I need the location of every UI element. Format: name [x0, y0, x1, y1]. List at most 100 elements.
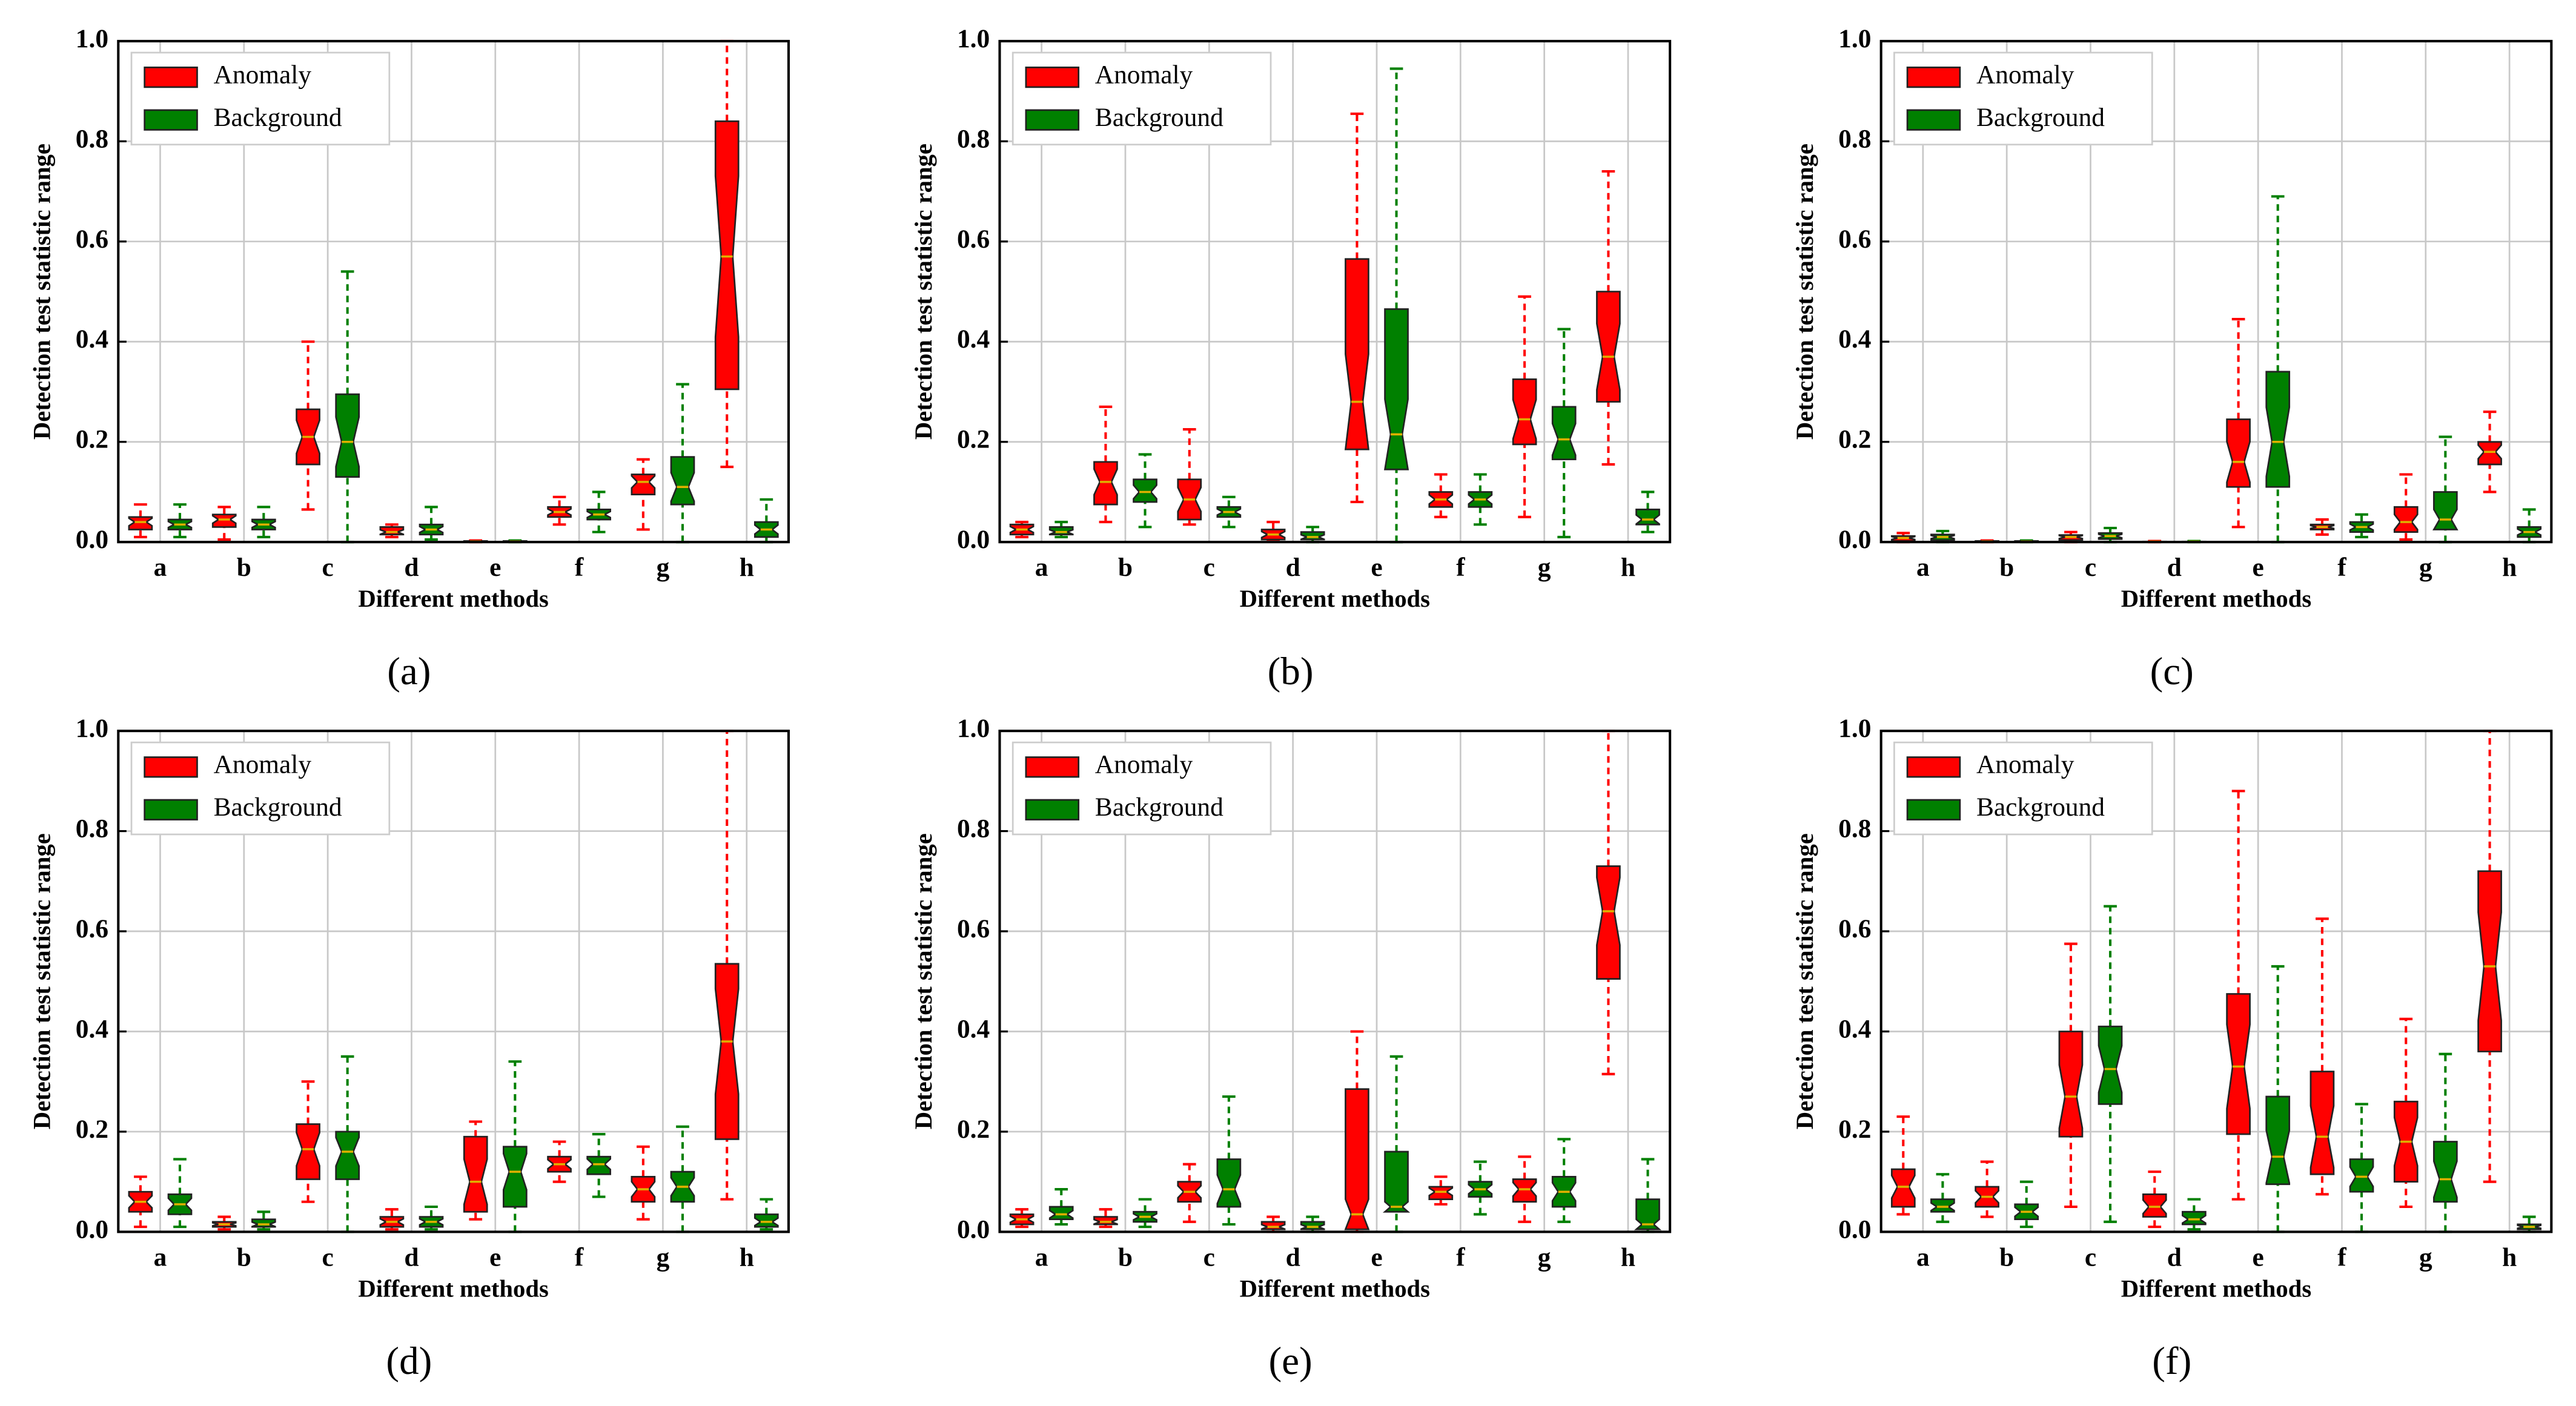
legend-label: Anomaly: [1095, 61, 1193, 90]
x-tick-label: h: [1621, 1243, 1635, 1272]
y-axis-label: Detection test statistic range: [28, 144, 56, 440]
legend-label: Background: [1095, 793, 1223, 822]
panel: 0.0 0.2 0.4 0.6 0.8 1.0 a b c d e f g h Anomaly Backgro…: [910, 714, 1672, 1383]
x-tick-label: c: [322, 553, 333, 582]
y-tick-label: 0.0: [957, 525, 990, 554]
plot-frame: [117, 39, 790, 544]
legend-label: Anomaly: [214, 61, 312, 90]
box: [1383, 308, 1409, 470]
box: [1093, 1216, 1118, 1226]
box: [2058, 1031, 2084, 1138]
legend-label: Anomaly: [1976, 61, 2074, 90]
box: [1300, 1221, 1325, 1230]
box: [670, 456, 695, 506]
legend-label: Background: [1095, 103, 1223, 132]
box: [128, 516, 153, 530]
box: [1512, 1178, 1537, 1203]
y-tick-label: 0.6: [957, 225, 990, 254]
y-tick-label: 1.0: [76, 24, 108, 53]
x-tick-label: e: [489, 1243, 501, 1272]
box: [463, 1135, 488, 1213]
x-axis-label: Different methods: [358, 585, 548, 612]
x-tick-label: e: [2253, 1243, 2264, 1272]
x-tick-label: a: [1035, 1243, 1048, 1272]
y-tick-label: 0.6: [76, 914, 108, 943]
x-tick-label: b: [237, 553, 251, 582]
panel-caption: (f): [2152, 1339, 2191, 1383]
y-tick-label: 1.0: [1838, 24, 1871, 53]
y-tick-label: 0.8: [1838, 814, 1871, 843]
y-tick-label: 0.2: [957, 425, 990, 454]
x-tick-label: a: [154, 553, 167, 582]
y-tick-label: 0.4: [957, 325, 990, 354]
box: [379, 526, 405, 536]
y-tick-label: 0.6: [1838, 914, 1871, 943]
box: [335, 393, 360, 478]
box: [2265, 1095, 2291, 1186]
box: [1300, 531, 1325, 541]
x-axis-label: Different methods: [358, 1275, 548, 1302]
panel: 0.0 0.2 0.4 0.6 0.8 1.0 a b c d e f g h Anomaly Backgro…: [1791, 714, 2553, 1383]
box: [1551, 406, 1577, 461]
legend-label: Anomaly: [1976, 750, 2074, 779]
legend-label: Background: [214, 103, 342, 132]
y-tick-label: 0.6: [957, 914, 990, 943]
y-tick-label: 0.0: [1838, 1215, 1871, 1244]
x-tick-label: b: [237, 1243, 251, 1272]
legend-swatch: [144, 66, 198, 88]
x-tick-label: f: [1456, 1243, 1465, 1272]
y-tick-label: 0.2: [76, 1115, 108, 1144]
x-axis-label: Different methods: [2121, 585, 2311, 612]
panel: 0.0 0.2 0.4 0.6 0.8 1.0 a b c d e f g h Anomaly Backgro…: [1791, 24, 2553, 693]
x-tick-label: h: [1621, 553, 1635, 582]
x-tick-label: g: [1538, 1243, 1551, 1272]
panel-caption: (d): [386, 1339, 432, 1383]
y-tick-label: 1.0: [76, 714, 108, 743]
x-tick-label: g: [1538, 553, 1551, 582]
box: [1512, 378, 1537, 446]
x-tick-label: e: [1371, 1243, 1382, 1272]
x-tick-label: f: [2337, 1243, 2346, 1272]
legend-swatch: [1025, 756, 1080, 778]
y-tick-label: 0.8: [76, 814, 108, 843]
box: [2142, 1193, 2167, 1218]
box: [2182, 1210, 2207, 1226]
box: [1635, 509, 1660, 526]
x-tick-label: d: [1286, 553, 1300, 582]
legend-swatch: [144, 109, 198, 131]
plot-frame: [1879, 730, 2553, 1233]
box: [2477, 870, 2502, 1052]
y-tick-label: 0.6: [76, 225, 108, 254]
y-tick-label: 0.2: [957, 1115, 990, 1144]
box: [1634, 1198, 1662, 1230]
y-axis-label: Detection test statistic range: [910, 144, 937, 440]
box: [1216, 1158, 1242, 1208]
x-tick-label: h: [2502, 553, 2517, 582]
legend-swatch: [1025, 66, 1080, 88]
y-tick-label: 0.4: [76, 1014, 108, 1043]
box: [335, 1130, 360, 1180]
y-axis-label: Detection test statistic range: [1791, 144, 1818, 440]
x-tick-label: f: [2337, 553, 2346, 582]
box: [2309, 1071, 2335, 1175]
x-tick-label: c: [2085, 1243, 2096, 1272]
panel: 0.0 0.2 0.4 0.6 0.8 1.0 a b c d e f g h Anomaly Backgro…: [28, 24, 790, 693]
x-tick-label: f: [575, 553, 584, 582]
box: [1596, 291, 1621, 403]
x-tick-label: e: [2253, 553, 2264, 582]
x-tick-label: d: [1286, 1243, 1300, 1272]
x-tick-label: e: [1371, 553, 1382, 582]
box: [2433, 1141, 2458, 1203]
x-tick-label: a: [1916, 553, 1930, 582]
x-tick-label: b: [1999, 553, 2014, 582]
y-tick-label: 0.0: [957, 1215, 990, 1244]
panel-caption: (a): [387, 650, 431, 693]
legend-label: Background: [214, 793, 342, 822]
box: [502, 1146, 528, 1208]
y-tick-label: 0.0: [1838, 525, 1871, 554]
plot-frame: [998, 730, 1672, 1233]
x-axis-label: Different methods: [2121, 1275, 2311, 1302]
x-tick-label: g: [2419, 1243, 2432, 1272]
x-tick-label: h: [740, 1243, 754, 1272]
x-axis-label: Different methods: [1240, 1275, 1430, 1302]
